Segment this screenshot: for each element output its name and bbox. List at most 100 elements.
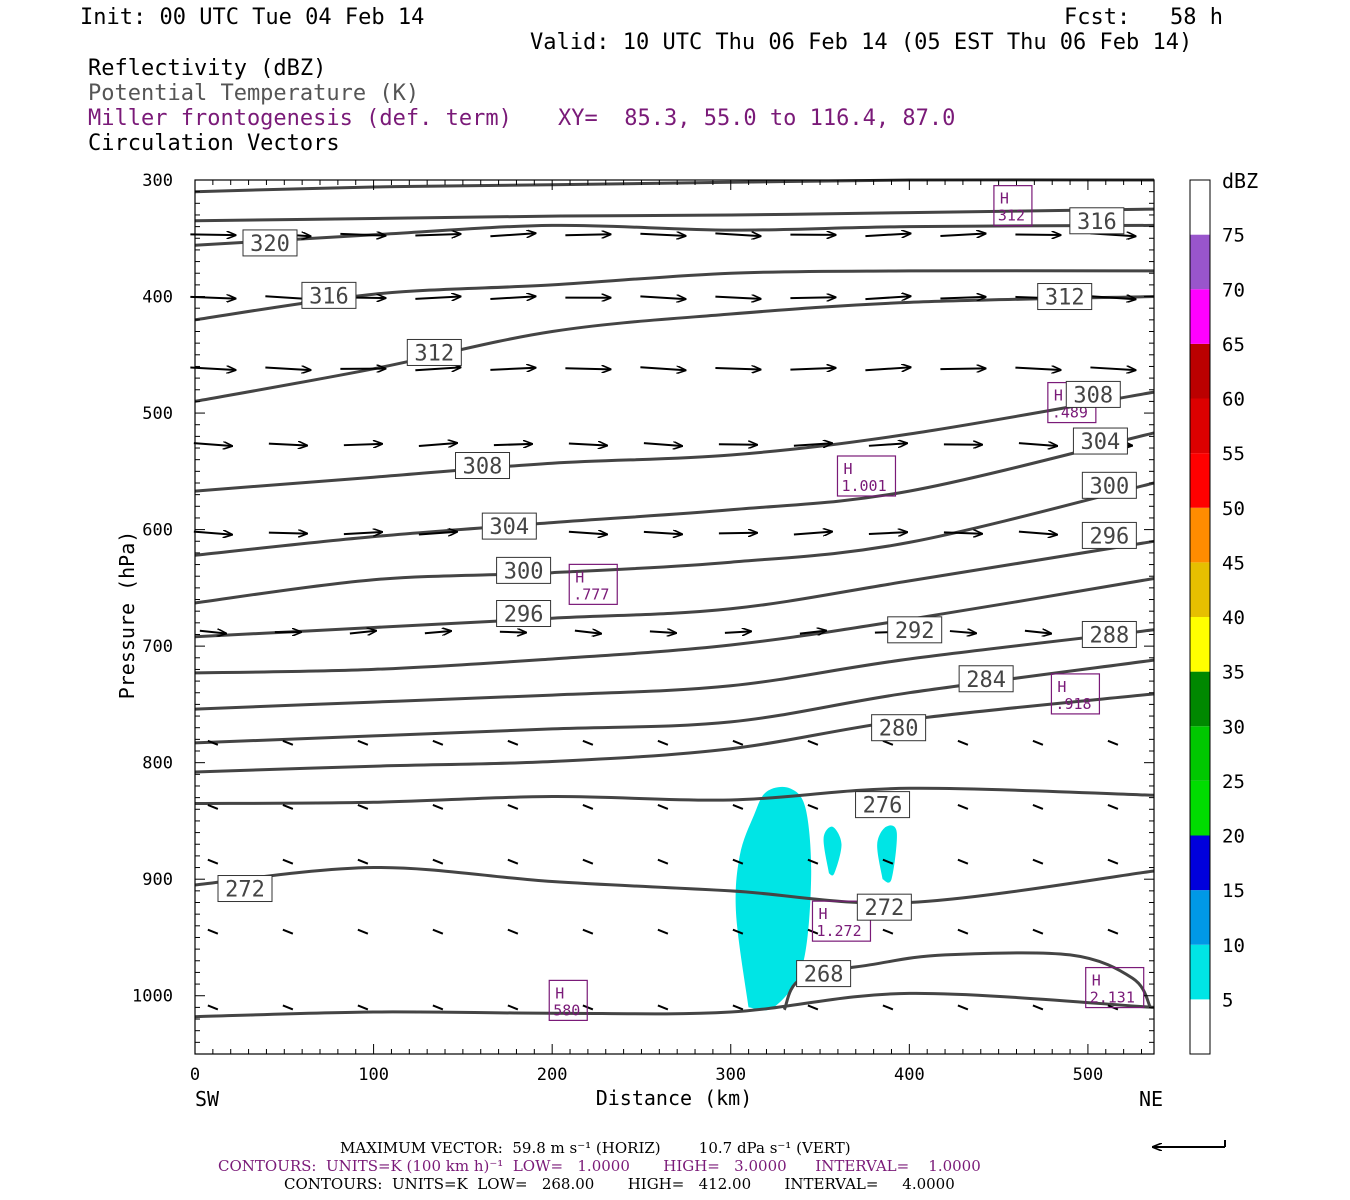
frontogenesis-max-label: H2.131 [1085, 966, 1145, 1009]
circulation-vector [657, 804, 669, 810]
circulation-vector [649, 631, 676, 633]
circulation-vector [432, 1004, 444, 1011]
init-time: Init: 00 UTC Tue 04 Feb 14 [80, 5, 425, 30]
circulation-vector [957, 804, 969, 810]
circulation-vector [357, 1004, 369, 1011]
svg-text:.918: .918 [1055, 695, 1091, 713]
circulation-vector [643, 443, 682, 446]
colorbar-label: 60 [1222, 389, 1245, 411]
circulation-vector [582, 739, 594, 746]
colorbar-label: 5 [1222, 989, 1233, 1011]
theta-contour-label: 284 [958, 665, 1014, 693]
svg-text:276: 276 [863, 794, 903, 819]
x-axis-right-end: NE [1139, 1087, 1163, 1111]
circulation-vector [490, 233, 535, 236]
colorbar-bin [1190, 671, 1210, 727]
circulation-vector [357, 928, 369, 935]
theta-contour-label: 312 [1037, 283, 1093, 311]
circulation-vector [207, 858, 219, 865]
circulation-vector [507, 858, 519, 865]
circulation-vector [432, 739, 444, 746]
x-tick-label: 500 [1073, 1065, 1104, 1085]
theta-contour [194, 991, 1155, 1019]
svg-text:1.272: 1.272 [816, 922, 861, 940]
svg-text:H: H [1054, 387, 1063, 405]
x-tick-label: 300 [715, 1065, 746, 1085]
theta-contour [194, 223, 1155, 247]
theta-contour-label: 268 [796, 960, 852, 988]
field-circulation-vectors: Circulation Vectors [88, 131, 340, 156]
circulation-vector [865, 233, 910, 236]
circulation-vector [432, 858, 444, 865]
svg-text:312: 312 [414, 341, 454, 366]
colorbar-bin [1190, 234, 1210, 290]
circulation-vector [940, 234, 985, 236]
svg-text:312: 312 [1045, 286, 1085, 311]
colorbar-bin [1190, 726, 1210, 781]
circulation-vector [640, 367, 685, 370]
circulation-vector [357, 804, 369, 810]
colorbar-label: 70 [1222, 279, 1245, 301]
reflectivity-area [823, 826, 842, 876]
svg-text:304: 304 [489, 515, 529, 540]
circulation-vector [940, 297, 985, 299]
circulation-vector [207, 739, 219, 746]
svg-text:296: 296 [1089, 524, 1129, 549]
circulation-vector [1032, 928, 1044, 935]
x-tick-label: 0 [190, 1065, 200, 1085]
circulation-vector [882, 928, 894, 935]
circulation-vector [499, 632, 526, 633]
colorbar-bin [1190, 180, 1210, 235]
circulation-vector [957, 858, 969, 865]
circulation-vector [640, 296, 685, 299]
svg-text:272: 272 [864, 896, 904, 921]
forecast-hour: Fcst: 58 h [1064, 5, 1223, 30]
svg-text:316: 316 [309, 284, 349, 309]
theta-contour [194, 481, 1155, 605]
theta-contour [194, 207, 1155, 223]
colorbar-label: 10 [1222, 935, 1245, 957]
colorbar-label: 55 [1222, 443, 1245, 465]
colorbar-label: 65 [1222, 334, 1245, 356]
reference-vector [1153, 1140, 1226, 1147]
circulation-vector [268, 533, 307, 534]
circulation-vector [715, 297, 760, 299]
circulation-vector [207, 804, 219, 810]
y-tick-label: 800 [142, 754, 173, 774]
circulation-vector [340, 234, 385, 236]
circulation-vector [657, 858, 669, 865]
circulation-vector [349, 631, 376, 634]
cross-section-endpoints: XY= 85.3, 55.0 to 116.4, 87.0 [558, 106, 956, 131]
circulation-vector [1018, 532, 1057, 535]
frontogenesis-contour-note: CONTOURS: UNITS=K (100 km h)⁻¹ LOW= 1.00… [218, 1157, 981, 1175]
theta-contour [194, 692, 1155, 774]
colorbar-bin [1190, 507, 1210, 563]
circulation-vector [732, 804, 744, 810]
circulation-vector [799, 631, 826, 634]
theta-contour-label: 288 [1081, 620, 1137, 648]
colorbar-label: 25 [1222, 771, 1245, 793]
circulation-vector [657, 739, 669, 746]
circulation-vector [282, 928, 294, 935]
circulation-vector [432, 928, 444, 935]
circulation-vector [357, 739, 369, 746]
colorbar-label: 30 [1222, 716, 1245, 738]
colorbar-label: 50 [1222, 498, 1245, 520]
circulation-vector [507, 928, 519, 935]
colorbar-bin [1190, 398, 1210, 454]
circulation-vector [1015, 368, 1060, 370]
circulation-vector [940, 368, 985, 369]
svg-text:H: H [1092, 972, 1101, 990]
circulation-vector [574, 631, 601, 634]
y-tick-label: 1000 [132, 987, 173, 1007]
theta-contour-label: 308 [455, 452, 511, 480]
circulation-vector [882, 858, 894, 865]
circulation-vector [718, 533, 757, 534]
circulation-vector [790, 368, 835, 370]
circulation-vector [282, 858, 294, 865]
colorbar-bin [1190, 289, 1210, 344]
circulation-vector [1107, 804, 1119, 810]
circulation-vector [657, 928, 669, 935]
